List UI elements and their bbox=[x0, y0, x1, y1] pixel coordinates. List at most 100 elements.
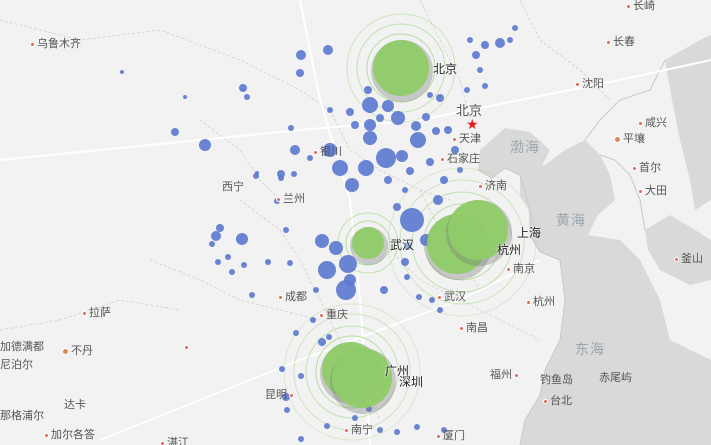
city-bubble[interactable] bbox=[377, 427, 383, 433]
city-bubble[interactable] bbox=[229, 269, 235, 275]
city-bubble[interactable] bbox=[402, 187, 408, 193]
city-bubble[interactable] bbox=[472, 51, 480, 59]
city-bubble[interactable] bbox=[244, 94, 250, 100]
city-bubble[interactable] bbox=[477, 67, 483, 73]
city-bubble[interactable] bbox=[396, 150, 408, 162]
city-bubble[interactable] bbox=[290, 145, 300, 155]
city-bubble[interactable] bbox=[481, 41, 489, 49]
city-bubble[interactable] bbox=[451, 146, 459, 154]
city-bubble[interactable] bbox=[467, 37, 473, 43]
city-bubble[interactable] bbox=[352, 415, 358, 421]
city-bubble[interactable] bbox=[313, 287, 319, 293]
city-bubble[interactable] bbox=[327, 107, 333, 113]
city-bubble[interactable] bbox=[209, 241, 215, 247]
city-bubble[interactable] bbox=[329, 241, 343, 255]
city-bubble[interactable] bbox=[437, 307, 443, 313]
city-bubble[interactable] bbox=[422, 113, 430, 121]
city-bubble[interactable] bbox=[411, 121, 421, 131]
city-bubble[interactable] bbox=[364, 86, 372, 94]
city-bubble[interactable] bbox=[401, 258, 409, 266]
city-bubble[interactable] bbox=[307, 155, 313, 161]
city-bubble[interactable] bbox=[393, 203, 401, 211]
city-bubble[interactable] bbox=[416, 294, 422, 300]
city-bubble[interactable] bbox=[394, 429, 400, 435]
city-bubble[interactable] bbox=[318, 261, 336, 279]
city-bubble[interactable] bbox=[296, 50, 306, 60]
city-bubble[interactable] bbox=[225, 254, 231, 260]
city-bubble[interactable] bbox=[236, 233, 248, 245]
city-bubble[interactable] bbox=[406, 167, 414, 175]
city-bubble[interactable] bbox=[324, 423, 330, 429]
city-bubble[interactable] bbox=[282, 393, 290, 401]
city-bubble[interactable] bbox=[391, 111, 405, 125]
city-bubble[interactable] bbox=[426, 158, 434, 166]
city-bubble[interactable] bbox=[441, 427, 447, 433]
city-bubble[interactable] bbox=[339, 255, 357, 273]
city-bubble[interactable] bbox=[440, 176, 448, 184]
city-bubble[interactable] bbox=[414, 424, 420, 430]
city-bubble[interactable] bbox=[183, 95, 187, 99]
city-bubble[interactable] bbox=[457, 167, 463, 173]
city-bubble[interactable] bbox=[404, 242, 412, 250]
city-bubble[interactable] bbox=[404, 274, 410, 280]
city-bubble[interactable] bbox=[362, 97, 378, 113]
city-bubble[interactable] bbox=[323, 143, 337, 157]
city-bubble[interactable] bbox=[358, 160, 374, 176]
city-bubble[interactable] bbox=[366, 406, 372, 412]
city-bubble[interactable] bbox=[429, 297, 435, 303]
city-bubble[interactable] bbox=[410, 132, 426, 148]
city-bubble[interactable] bbox=[298, 373, 304, 379]
city-bubble[interactable] bbox=[249, 292, 255, 298]
city-bubble[interactable] bbox=[278, 175, 284, 181]
city-bubble[interactable] bbox=[291, 171, 297, 177]
major-city-bubble[interactable] bbox=[448, 200, 508, 260]
city-bubble[interactable] bbox=[241, 262, 247, 268]
city-bubble[interactable] bbox=[433, 195, 443, 205]
city-bubble[interactable] bbox=[296, 69, 304, 77]
city-bubble[interactable] bbox=[427, 92, 433, 98]
city-bubble[interactable] bbox=[384, 176, 392, 184]
city-bubble[interactable] bbox=[351, 121, 359, 129]
city-bubble[interactable] bbox=[363, 131, 377, 145]
city-bubble[interactable] bbox=[199, 139, 211, 151]
city-bubble[interactable] bbox=[315, 234, 329, 248]
major-city-bubble[interactable] bbox=[332, 348, 392, 408]
city-bubble[interactable] bbox=[298, 436, 304, 442]
city-bubble[interactable] bbox=[364, 119, 376, 131]
city-bubble[interactable] bbox=[380, 286, 388, 294]
city-bubble[interactable] bbox=[432, 127, 440, 135]
city-bubble[interactable] bbox=[444, 126, 452, 134]
city-bubble[interactable] bbox=[239, 84, 247, 92]
city-bubble[interactable] bbox=[382, 100, 394, 112]
major-city-bubble[interactable] bbox=[373, 40, 429, 96]
city-bubble[interactable] bbox=[436, 94, 444, 102]
city-bubble[interactable] bbox=[255, 171, 259, 175]
city-bubble[interactable] bbox=[265, 259, 271, 265]
city-bubble[interactable] bbox=[310, 317, 316, 323]
city-bubble[interactable] bbox=[332, 160, 348, 176]
city-bubble[interactable] bbox=[287, 260, 293, 266]
city-bubble[interactable] bbox=[293, 330, 299, 336]
city-bubble[interactable] bbox=[216, 224, 224, 232]
city-bubble[interactable] bbox=[171, 128, 179, 136]
city-bubble[interactable] bbox=[346, 108, 354, 116]
city-bubble[interactable] bbox=[318, 338, 326, 346]
city-bubble[interactable] bbox=[283, 227, 289, 233]
city-bubble[interactable] bbox=[345, 178, 359, 192]
city-bubble[interactable] bbox=[215, 259, 221, 265]
city-bubble[interactable] bbox=[323, 45, 333, 55]
city-bubble[interactable] bbox=[400, 208, 424, 232]
city-bubble[interactable] bbox=[326, 334, 332, 340]
city-bubble[interactable] bbox=[482, 83, 488, 89]
city-bubble[interactable] bbox=[507, 37, 513, 43]
city-bubble[interactable] bbox=[284, 407, 290, 413]
city-bubble[interactable] bbox=[344, 274, 356, 286]
city-bubble[interactable] bbox=[495, 38, 505, 48]
city-bubble[interactable] bbox=[288, 125, 294, 131]
city-bubble[interactable] bbox=[211, 231, 221, 241]
city-bubble[interactable] bbox=[512, 25, 518, 31]
city-bubble[interactable] bbox=[464, 87, 470, 93]
city-bubble[interactable] bbox=[376, 114, 384, 122]
